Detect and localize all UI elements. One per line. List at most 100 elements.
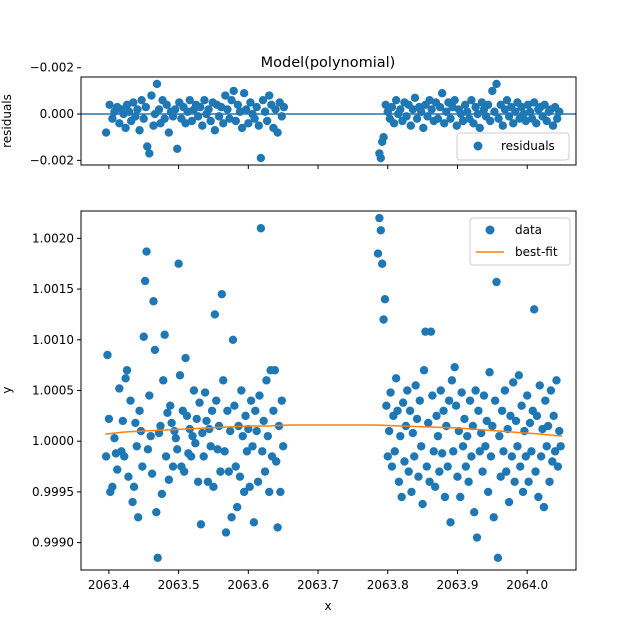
data-point <box>138 462 147 471</box>
residual-point <box>509 119 518 128</box>
data-point <box>375 213 384 223</box>
data-point <box>506 411 515 421</box>
data-point <box>260 467 270 476</box>
data-point <box>450 362 459 372</box>
data-point <box>174 259 183 268</box>
data-point <box>376 226 385 235</box>
data-point <box>121 374 130 383</box>
data-point <box>414 472 423 481</box>
data-point <box>252 426 261 436</box>
data-point <box>518 487 528 497</box>
data-point <box>214 421 224 431</box>
residual-point <box>387 102 397 112</box>
residual-point <box>229 86 238 96</box>
data-point <box>425 477 434 486</box>
data-point <box>546 386 556 395</box>
residual-point <box>231 116 240 126</box>
data-point <box>262 376 271 385</box>
data-point <box>133 513 143 522</box>
data-point <box>545 477 554 486</box>
residual-point <box>391 95 401 105</box>
data-point <box>213 445 222 454</box>
residuals-points <box>101 79 564 163</box>
data-point <box>467 452 476 461</box>
residuals-panel: −0.002 0.000 −0.002 residuals residuals <box>0 61 577 169</box>
data-point <box>249 518 259 527</box>
data-point <box>166 401 175 410</box>
data-point <box>412 414 422 424</box>
data-point <box>474 406 483 415</box>
data-point <box>517 401 526 410</box>
y-axis-label: y <box>0 386 14 393</box>
residual-point <box>396 105 405 114</box>
data-point <box>159 376 168 385</box>
residual-point <box>265 91 274 100</box>
data-point <box>253 477 263 486</box>
data-point <box>444 396 454 405</box>
residual-point <box>548 121 558 130</box>
residuals-legend-box <box>456 132 570 161</box>
data-point <box>232 502 242 512</box>
data-point <box>520 426 529 436</box>
data-point <box>140 276 150 286</box>
data-point <box>108 482 117 492</box>
residual-point <box>488 86 497 96</box>
data-point <box>429 447 438 456</box>
y-tick-label: 1.0000 <box>32 434 74 448</box>
residual-point <box>511 107 520 116</box>
data-point <box>156 421 165 431</box>
residual-point <box>540 100 549 109</box>
residuals-legend: residuals <box>456 132 570 161</box>
residual-point <box>227 95 236 105</box>
data-point <box>486 452 496 461</box>
data-point <box>196 520 206 529</box>
residual-point <box>115 119 124 128</box>
data-point <box>160 330 169 339</box>
data-point <box>411 381 420 390</box>
data-point <box>118 416 128 426</box>
chart-title: Model(polynomial) <box>261 55 396 71</box>
data-point <box>188 431 197 441</box>
residual-point <box>494 114 503 123</box>
data-point <box>464 477 473 486</box>
data-point <box>203 477 213 486</box>
data-point <box>495 431 504 441</box>
data-point <box>129 482 139 492</box>
data-point <box>514 371 524 380</box>
data-point <box>193 477 203 486</box>
residual-point <box>486 116 495 126</box>
data-point <box>460 414 469 424</box>
data-point <box>101 452 111 461</box>
residual-point <box>406 121 415 130</box>
data-point <box>383 452 392 461</box>
residual-point <box>412 114 422 123</box>
residual-point <box>108 114 117 123</box>
data-point <box>443 462 452 471</box>
data-point <box>523 391 532 400</box>
data-point <box>199 452 208 461</box>
data-point <box>186 452 196 461</box>
residual-point <box>452 121 461 130</box>
data-point <box>226 426 235 436</box>
residual-point <box>173 144 182 153</box>
data-point <box>224 467 233 476</box>
data-point <box>244 424 253 434</box>
data-point <box>391 374 401 383</box>
residual-point <box>376 153 385 163</box>
data-point <box>230 401 239 410</box>
residual-point <box>149 121 158 130</box>
residual-point <box>131 112 140 121</box>
data-point <box>227 513 236 522</box>
residual-point <box>145 149 154 158</box>
data-point <box>489 513 498 522</box>
data-point <box>524 477 533 486</box>
data-point <box>147 469 157 478</box>
data-point <box>476 428 486 438</box>
data-point <box>509 378 518 387</box>
data-point <box>548 457 557 466</box>
data-point <box>543 421 553 431</box>
data-point <box>499 447 508 456</box>
data-point <box>189 386 199 395</box>
data-point <box>481 442 490 451</box>
residuals-legend-label: residuals <box>501 139 555 153</box>
